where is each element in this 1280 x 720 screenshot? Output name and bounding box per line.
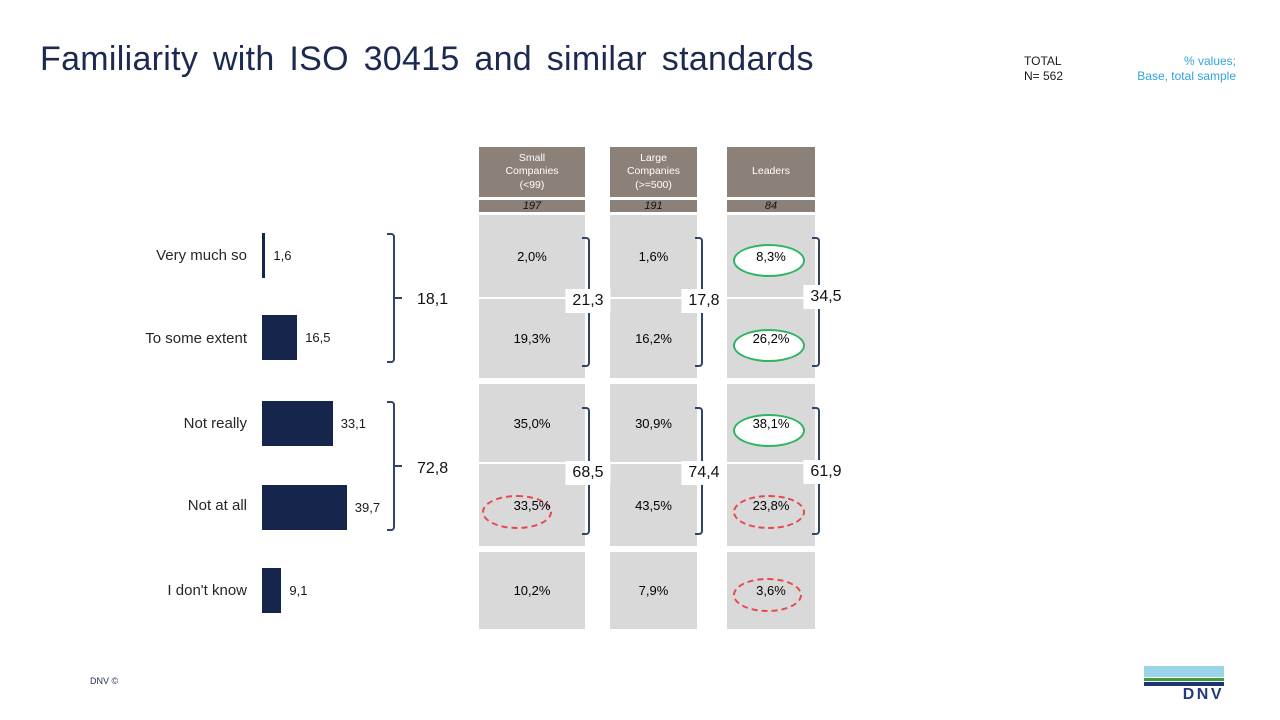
note-line-1: % values; — [1183, 54, 1236, 68]
cell-value: 1,6% — [638, 248, 669, 264]
column-base-n-large: 191 — [610, 200, 697, 212]
cell-value: 26,2% — [752, 331, 790, 346]
category-label-to-some-extent: To some extent — [145, 330, 247, 347]
dnv-logo-navy-bar — [1144, 682, 1224, 686]
total-label: TOTAL — [1024, 54, 1062, 68]
column-header-text: Small Companies (<99) — [505, 151, 559, 191]
highlight-red-small-not-at-all — [482, 495, 552, 529]
dnv-logo-green-bar — [1144, 678, 1224, 681]
copyright-note: DNV © — [90, 676, 119, 686]
highlight-green-leaders-not-really — [733, 414, 805, 447]
category-label-i-dont-know: I don't know — [167, 582, 247, 599]
cell-value: 10,2% — [513, 583, 551, 598]
sum-leaders-familiar: 34,5 — [803, 285, 849, 309]
cell-small-very-much-so: 2,0% — [479, 215, 585, 297]
total-bar-very-much-so — [262, 233, 266, 278]
cell-value: 30,9% — [635, 415, 672, 431]
total-sample-note: TOTAL N= 562 — [1024, 54, 1063, 84]
highlight-red-leaders-not-at-all — [733, 495, 805, 529]
highlight-green-leaders-very-much-so — [733, 244, 805, 277]
cell-large-to-some-extent: 16,2% — [610, 299, 697, 378]
cell-value: 7,9% — [638, 583, 669, 598]
bar-value: 39,7 — [354, 500, 381, 515]
dnv-logo-wordmark: DNV — [1182, 686, 1224, 703]
sum-total-familiar: 18,1 — [417, 291, 449, 308]
cell-value: 43,5% — [635, 497, 672, 513]
column-header-text: Leaders — [752, 165, 790, 178]
cell-value: 33,5% — [513, 497, 551, 513]
bar-value: 33,1 — [340, 416, 366, 431]
dnv-logo-sky-bar — [1144, 666, 1224, 677]
sum-total-not-familiar: 72,8 — [417, 460, 449, 477]
bracket-total-not-familiar — [387, 401, 402, 531]
column-base-n-leaders: 84 — [727, 200, 815, 212]
bar-value: 16,5 — [305, 330, 331, 345]
cell-value: 16,2% — [635, 331, 672, 346]
category-label-not-really: Not really — [183, 415, 247, 432]
column-header-text: Large Companies (>=500) — [626, 151, 681, 191]
cell-value: 3,6% — [756, 583, 786, 598]
bar-value: 1,6 — [273, 248, 292, 263]
cell-value: 38,1% — [752, 415, 790, 431]
sum-small-not-familiar: 68,5 — [565, 461, 611, 485]
cell-small-not-really: 35,0% — [479, 384, 585, 462]
column-base-n-small: 197 — [479, 200, 585, 212]
cell-value: 23,8% — [752, 497, 790, 513]
cell-large-i-dont-know: 7,9% — [610, 552, 697, 629]
column-leaders: Leaders 84 8,3% 26,2% 38,1% 23,8% 3,6% — [727, 147, 815, 629]
cell-value: 2,0% — [517, 248, 547, 264]
dnv-logo: DNV — [1144, 666, 1224, 703]
category-label-not-at-all: Not at all — [187, 497, 247, 514]
values-base-note: % values; Base, total sample — [1137, 54, 1236, 84]
category-label-very-much-so: Very much so — [156, 247, 247, 264]
total-bar-i-dont-know — [262, 568, 282, 613]
page-title: Familiarity with ISO 30415 and similar s… — [40, 40, 814, 78]
cell-value: 8,3% — [756, 248, 786, 264]
cell-value: 19,3% — [513, 331, 551, 346]
total-bar-not-really — [262, 401, 333, 446]
bar-value: 9,1 — [289, 583, 308, 598]
sum-small-familiar: 21,3 — [565, 289, 611, 313]
sum-large-familiar: 17,8 — [681, 289, 727, 313]
column-header-small-companies: Small Companies (<99) — [479, 147, 585, 197]
sum-large-not-familiar: 74,4 — [681, 461, 727, 485]
column-header-large-companies: Large Companies (>=500) — [610, 147, 697, 197]
cell-large-very-much-so: 1,6% — [610, 215, 697, 297]
total-n-value: N= 562 — [1024, 69, 1064, 83]
sum-leaders-not-familiar: 61,9 — [803, 460, 849, 484]
bracket-total-familiar — [387, 233, 402, 363]
total-bar-not-at-all — [262, 485, 347, 530]
note-line-2: Base, total sample — [1137, 69, 1236, 83]
column-small-companies: Small Companies (<99) 197 2,0% 19,3% 35,… — [479, 147, 585, 629]
column-header-leaders: Leaders — [727, 147, 815, 197]
cell-small-i-dont-know: 10,2% — [479, 552, 585, 629]
highlight-green-leaders-to-some-extent — [733, 329, 805, 362]
cell-large-not-really: 30,9% — [610, 384, 697, 462]
total-bar-to-some-extent — [262, 315, 298, 360]
column-large-companies: Large Companies (>=500) 191 1,6% 16,2% 3… — [610, 147, 697, 629]
cell-value: 35,0% — [513, 415, 551, 431]
highlight-red-leaders-i-dont-know — [733, 578, 802, 612]
